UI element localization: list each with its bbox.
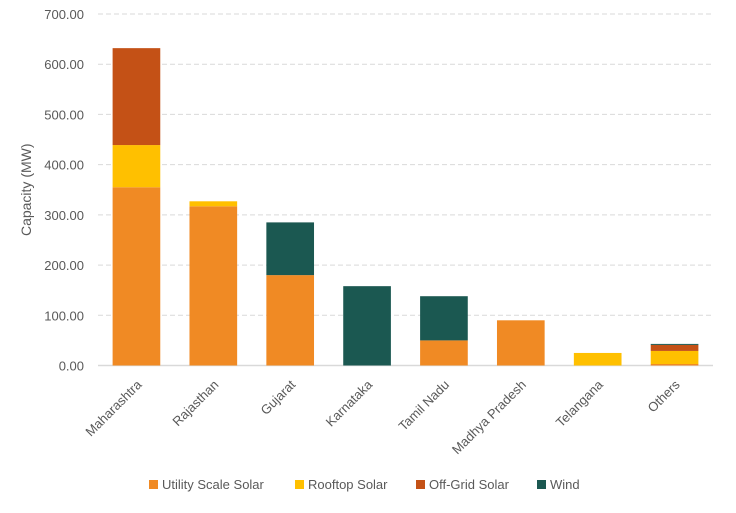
y-tick-label: 600.00: [44, 57, 84, 72]
bar-segment-rooftop-solar: [112, 145, 161, 188]
legend-swatch: [537, 480, 546, 489]
bar-segment-wind: [420, 296, 468, 341]
bar-segment-wind: [650, 343, 699, 345]
bar-segment-utility-scale-solar: [112, 187, 161, 366]
bar-segment-utility-scale-solar: [496, 320, 545, 366]
legend-swatch: [149, 480, 158, 489]
legend-swatch: [416, 480, 425, 489]
bar-segment-utility-scale-solar: [189, 206, 238, 366]
x-tick-label: Madhya Pradesh: [449, 377, 529, 457]
legend-label: Off-Grid Solar: [429, 477, 510, 492]
y-tick-label: 300.00: [44, 208, 84, 223]
bar-segment-utility-scale-solar: [420, 340, 468, 366]
bar-segment-wind: [266, 222, 315, 276]
y-tick-label: 400.00: [44, 158, 84, 173]
x-tick-label: Maharashtra: [82, 376, 145, 439]
y-tick-label: 200.00: [44, 258, 84, 273]
x-tick-label: Telangana: [553, 376, 607, 430]
y-axis-label: Capacity (MW): [18, 143, 34, 236]
x-tick-label: Rajasthan: [169, 377, 221, 429]
bar-segment-utility-scale-solar: [650, 363, 699, 366]
bar-segment-utility-scale-solar: [266, 275, 315, 366]
legend-swatch: [295, 480, 304, 489]
y-tick-label: 0.00: [59, 359, 84, 374]
x-tick-label: Tamil Nadu: [395, 377, 452, 434]
bar-segment-rooftop-solar: [650, 350, 699, 364]
legend-label: Wind: [550, 477, 580, 492]
x-tick-label: Gujarat: [258, 377, 299, 418]
x-tick-label: Others: [644, 377, 683, 416]
x-tick-label: Karnataka: [323, 376, 376, 429]
legend-label: Rooftop Solar: [308, 477, 388, 492]
bar-segment-wind: [343, 286, 391, 366]
y-tick-label: 500.00: [44, 107, 84, 122]
legend-label: Utility Scale Solar: [162, 477, 265, 492]
bar-segment-rooftop-solar: [573, 352, 622, 366]
y-tick-label: 100.00: [44, 308, 84, 323]
bar-segment-off-grid-solar: [650, 344, 699, 351]
y-tick-label: 700.00: [44, 7, 84, 22]
bar-segment-rooftop-solar: [189, 201, 238, 207]
bar-segment-off-grid-solar: [112, 48, 161, 146]
